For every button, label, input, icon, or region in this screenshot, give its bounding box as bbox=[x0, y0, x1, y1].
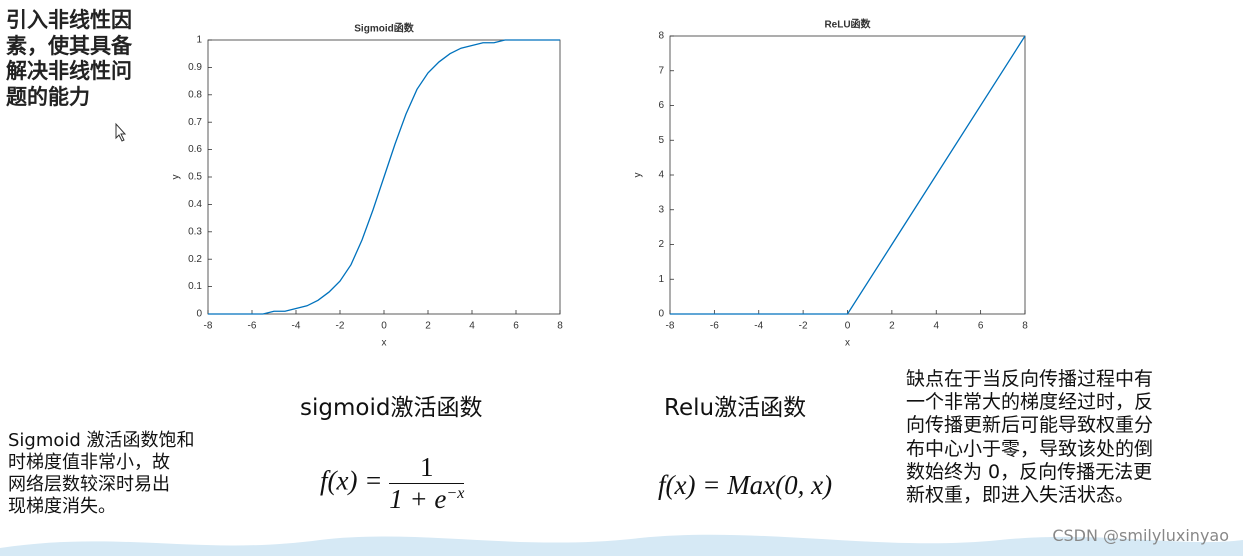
note-line: 时梯度值非常小，故 bbox=[8, 451, 170, 473]
y-tick-label: 0.9 bbox=[188, 62, 202, 73]
y-tick-label: 1 bbox=[196, 35, 202, 46]
note-line: Sigmoid 激活函数饱和 bbox=[8, 430, 195, 451]
note-line: 数始终为 0，反向传播无法更 bbox=[906, 460, 1153, 483]
note-line: 现梯度消失。 bbox=[8, 495, 116, 517]
intro-text: 引入非线性因 素，使其具备 解决非线性问 题的能力 bbox=[6, 8, 132, 110]
y-tick-label: 6 bbox=[658, 100, 664, 111]
chart-title: Sigmoid函数 bbox=[354, 22, 414, 35]
note-line: 网络层数较深时易出 bbox=[8, 473, 170, 495]
y-tick-label: 0.2 bbox=[188, 254, 202, 265]
note-line: 新权重，即进入失活状态。 bbox=[906, 483, 1135, 506]
y-tick-label: 0.7 bbox=[188, 117, 202, 128]
intro-line: 引入非线性因 bbox=[6, 8, 132, 32]
x-tick-label: -8 bbox=[204, 321, 213, 332]
x-tick-label: -2 bbox=[799, 321, 808, 332]
caption: sigmoid激活函数 bbox=[300, 395, 483, 421]
cursor-icon bbox=[115, 122, 127, 142]
line bbox=[208, 39, 560, 315]
intro-line: 素，使其具备 bbox=[6, 33, 132, 58]
y-tick-label: 2 bbox=[658, 239, 664, 250]
x-tick-label: 4 bbox=[933, 321, 939, 332]
y-tick-label: 0.3 bbox=[188, 226, 202, 237]
denominator: 1 + e−x bbox=[389, 484, 464, 515]
line bbox=[670, 35, 1026, 315]
chart-title: ReLU函数 bbox=[824, 18, 871, 31]
x-tick-label: 2 bbox=[425, 321, 431, 332]
formula-lhs: f(x) = bbox=[320, 465, 383, 496]
note-line: 布中心小于零，导致该处的倒 bbox=[906, 437, 1154, 460]
plot-frame bbox=[669, 35, 1026, 315]
x-tick-label: -6 bbox=[248, 321, 257, 332]
y-tick-label: 0.6 bbox=[188, 144, 202, 155]
denominator-base: 1 + e bbox=[389, 484, 447, 514]
x-tick-label: -6 bbox=[710, 321, 719, 332]
x-tick-label: 8 bbox=[557, 321, 563, 332]
x-tick-label: 0 bbox=[845, 321, 851, 332]
y-tick-label: 0.8 bbox=[188, 89, 202, 100]
numerator: 1 bbox=[389, 452, 465, 484]
y-tick-label: 3 bbox=[658, 204, 664, 215]
y-tick-label: 8 bbox=[658, 31, 664, 42]
x-tick-label: -8 bbox=[666, 321, 675, 332]
x-tick-label: 6 bbox=[978, 321, 984, 332]
relu-note: 缺点在于当反向传播过程中有 一个非常大的梯度经过时，反 向传播更新后可能导致权重… bbox=[906, 368, 1153, 507]
x-tick-label: -4 bbox=[292, 321, 301, 332]
x-tick-label: 4 bbox=[469, 321, 475, 332]
y-tick-label: 0 bbox=[196, 309, 202, 320]
intro-line: 题的能力 bbox=[6, 84, 90, 109]
exponent: −x bbox=[446, 485, 465, 502]
watermark: CSDN @smilyluxinyao bbox=[1052, 526, 1229, 545]
x-axis-label: x bbox=[382, 338, 387, 349]
x-axis-label: x bbox=[845, 338, 850, 349]
y-tick-label: 7 bbox=[658, 65, 664, 76]
y-axis-label: y bbox=[171, 175, 182, 180]
y-tick-label: 0.1 bbox=[188, 281, 202, 292]
y-tick-label: 0.5 bbox=[188, 172, 202, 183]
decor-wave bbox=[0, 534, 1243, 556]
x-tick-label: 6 bbox=[513, 321, 519, 332]
x-tick-label: 0 bbox=[381, 321, 387, 332]
note-line: 一个非常大的梯度经过时，反 bbox=[906, 391, 1154, 414]
caption: Relu激活函数 bbox=[664, 395, 807, 421]
x-tick-label: -2 bbox=[336, 321, 345, 332]
y-tick-label: 1 bbox=[658, 274, 664, 285]
intro-line: 解决非线性问 bbox=[6, 59, 132, 84]
y-tick-label: 0 bbox=[658, 309, 664, 320]
sigmoid-note: Sigmoid 激活函数饱和 时梯度值非常小，故 网络层数较深时易出 现梯度消失… bbox=[8, 430, 195, 518]
sigmoid-formula: f(x) = 1 1 + e−x bbox=[320, 452, 465, 515]
y-axis-label: y bbox=[633, 173, 644, 178]
fraction: 1 1 + e−x bbox=[389, 452, 465, 515]
relu-formula: f(x) = Max(0, x) bbox=[658, 470, 833, 500]
x-tick-label: 2 bbox=[889, 321, 895, 332]
x-tick-label: 8 bbox=[1022, 321, 1028, 332]
note-line: 缺点在于当反向传播过程中有 bbox=[906, 368, 1154, 390]
y-tick-label: 5 bbox=[658, 135, 664, 146]
y-tick-label: 4 bbox=[658, 170, 664, 181]
x-tick-label: -4 bbox=[754, 321, 763, 332]
y-tick-label: 0.4 bbox=[188, 199, 202, 210]
note-line: 向传播更新后可能导致权重分 bbox=[906, 414, 1154, 437]
